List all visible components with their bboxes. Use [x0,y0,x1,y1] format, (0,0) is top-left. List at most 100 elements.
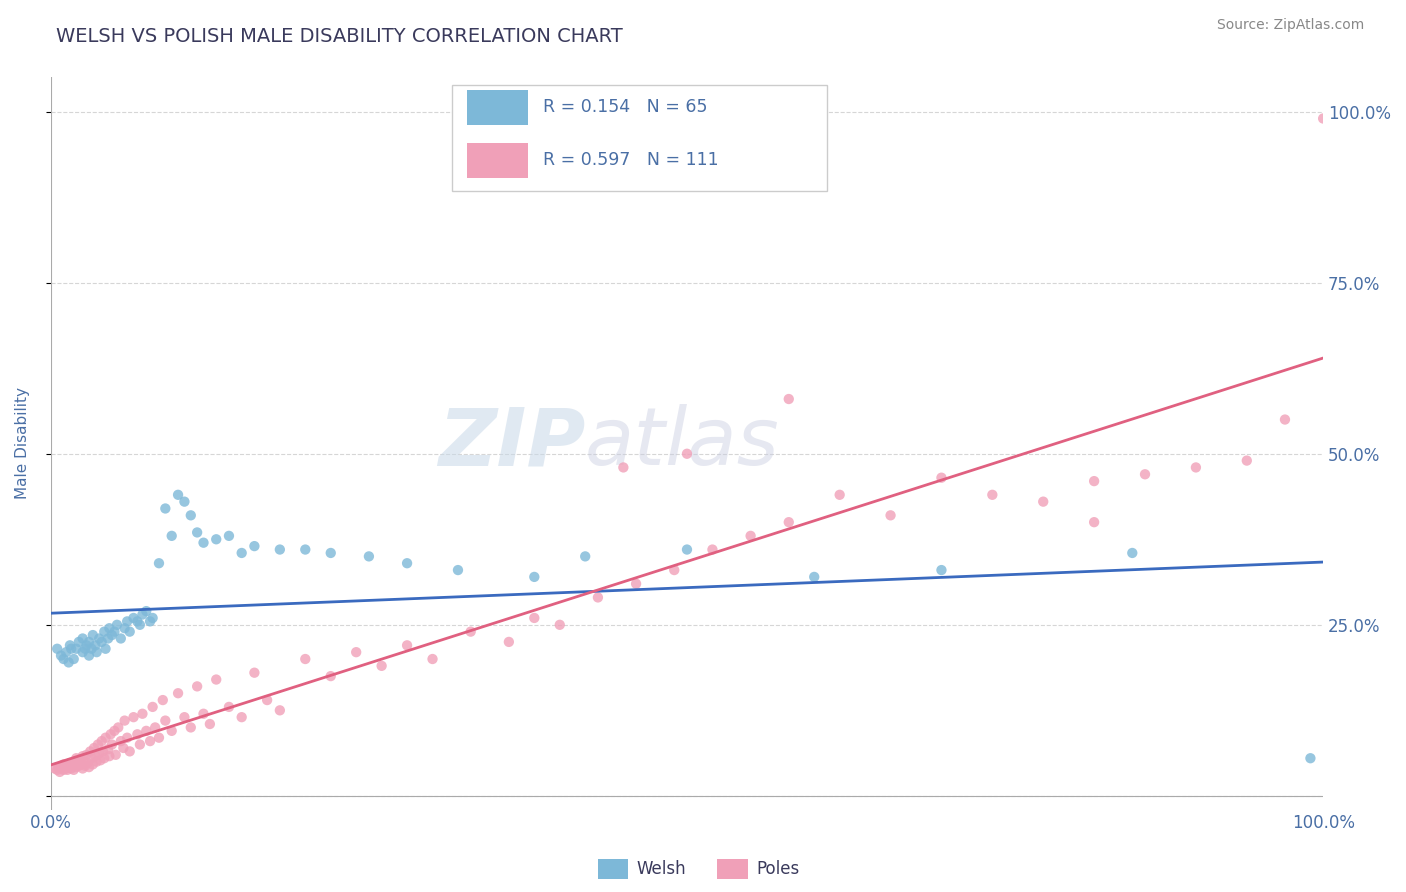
Point [128,617,150,632]
Point [1032,494,1054,508]
Point [77,648,100,663]
Point [87,738,110,752]
Point [173,494,195,508]
Point [1185,460,1208,475]
Point [80,751,103,765]
Point [46,763,69,777]
Point [86,645,108,659]
Point [89,747,111,761]
Point [90,734,112,748]
Point [127,615,149,629]
Point [60,762,83,776]
Text: ZIP: ZIP [437,404,585,483]
Point [231,546,253,560]
Point [91,744,114,758]
Point [160,723,183,738]
Point [98,621,121,635]
Point [107,721,129,735]
Point [114,621,136,635]
Point [269,703,291,717]
Y-axis label: Male Disability: Male Disability [15,387,30,500]
Point [218,699,240,714]
Point [49,648,72,663]
Point [79,744,101,758]
Point [65,751,87,765]
Point [53,760,76,774]
Point [574,549,596,564]
Point [193,535,215,549]
Point [319,669,342,683]
Point [62,757,84,772]
Point [82,757,104,772]
Point [67,758,90,772]
Bar [467,89,527,125]
Point [167,686,190,700]
Point [52,757,75,772]
Point [131,706,153,721]
Point [828,488,851,502]
Point [62,652,84,666]
Point [52,652,75,666]
Text: R = 0.154   N = 65: R = 0.154 N = 65 [543,98,707,116]
Point [97,742,120,756]
Point [1121,546,1143,560]
Point [93,751,115,765]
Point [1083,515,1105,529]
Point [72,645,94,659]
Point [205,673,228,687]
Point [97,632,120,646]
Point [69,753,91,767]
Point [110,734,132,748]
Point [115,731,138,745]
Point [44,762,66,776]
Point [142,699,165,714]
Point [122,710,145,724]
Point [740,529,762,543]
Point [75,758,97,772]
Point [269,542,291,557]
Point [127,727,149,741]
Point [173,710,195,724]
Point [523,611,546,625]
Point [139,734,162,748]
Point [110,632,132,646]
FancyBboxPatch shape [451,85,827,191]
Point [447,563,470,577]
Point [93,624,115,639]
Point [73,755,96,769]
Point [803,570,825,584]
Point [77,635,100,649]
Point [104,747,127,762]
Point [59,638,82,652]
Point [115,615,138,629]
Bar [467,143,527,178]
Point [49,758,72,772]
Point [523,570,546,584]
Point [143,721,166,735]
Point [46,641,69,656]
Point [48,760,70,774]
Point [702,542,724,557]
Point [84,638,107,652]
Point [48,764,70,779]
Point [205,533,228,547]
Point [58,758,80,772]
Point [152,693,174,707]
Point [142,611,165,625]
Text: Poles: Poles [756,860,800,878]
Point [55,762,77,776]
Point [931,471,953,485]
Point [65,641,87,656]
Text: WELSH VS POLISH MALE DISABILITY CORRELATION CHART: WELSH VS POLISH MALE DISABILITY CORRELAT… [56,27,623,45]
Point [344,645,367,659]
Point [75,638,97,652]
Point [55,645,77,659]
Point [86,755,108,769]
Point [100,727,122,741]
Point [294,652,316,666]
Point [1083,474,1105,488]
Point [981,488,1004,502]
Point [186,525,208,540]
Point [135,723,157,738]
Point [231,710,253,724]
